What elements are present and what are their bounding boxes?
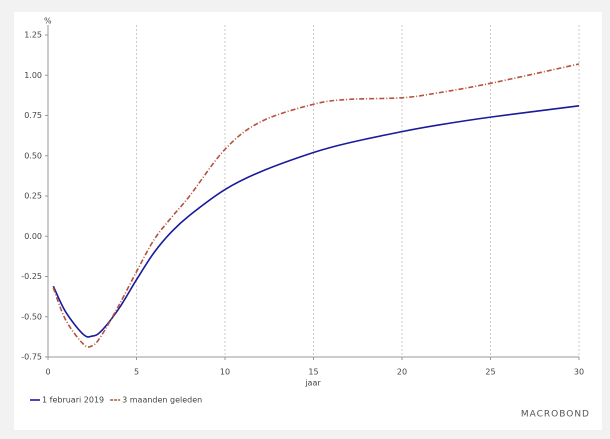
card	[14, 12, 602, 430]
y-tick-label: 0.75	[24, 111, 42, 120]
y-tick-label: -0.50	[21, 312, 42, 321]
y-tick-label: -0.25	[21, 272, 42, 281]
y-tick-label: 1.00	[24, 71, 42, 80]
y-tick-label: 0.50	[24, 151, 42, 160]
y-axis-label: %	[44, 17, 52, 26]
watermark: MACROBOND	[521, 410, 590, 420]
x-tick-label: 25	[485, 368, 495, 377]
y-tick-label: 0.00	[24, 232, 42, 241]
y-tick-label: 0.25	[24, 192, 42, 201]
series-line	[52, 105, 580, 338]
y-tick-label: -0.75	[21, 353, 42, 362]
x-tick-label: 15	[308, 368, 318, 377]
legend-label: 1 februari 2019	[42, 396, 104, 405]
x-tick-label: 30	[574, 368, 584, 377]
series-line	[52, 63, 580, 348]
legend-label: 3 maanden geleden	[122, 396, 202, 405]
x-tick-label: 5	[134, 368, 139, 377]
x-tick-label: 0	[45, 368, 50, 377]
x-tick-label: 10	[220, 368, 230, 377]
x-axis-label: jaar	[304, 379, 321, 388]
y-tick-label: 1.25	[24, 31, 42, 40]
x-tick-label: 20	[397, 368, 407, 377]
